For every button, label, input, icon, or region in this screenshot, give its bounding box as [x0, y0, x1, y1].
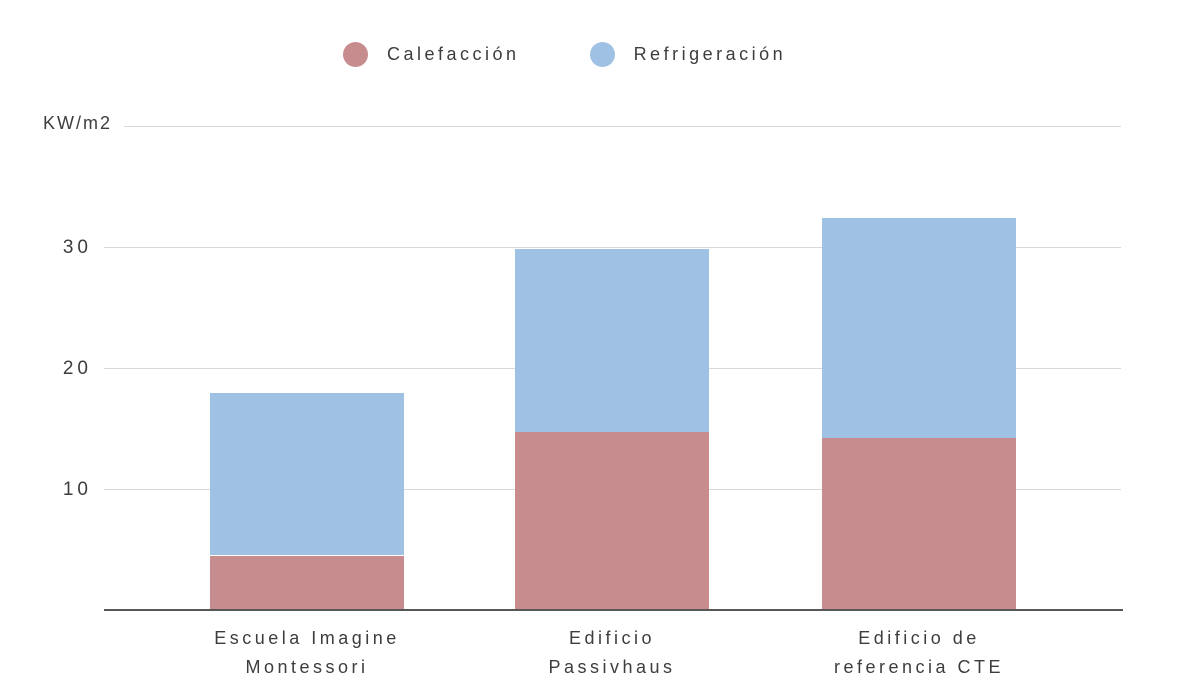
legend-label: Calefacción	[387, 44, 520, 64]
y-tick-label: 30	[62, 237, 92, 258]
bar-segment-refrigeracion	[515, 249, 709, 432]
x-category-label: Escuela Imagine Montessori	[147, 624, 467, 682]
gridline-40	[124, 126, 1121, 127]
bar-segment-refrigeracion	[822, 218, 1016, 438]
x-category-label-line: referencia CTE	[833, 657, 1005, 677]
bar-segment-calefaccion	[210, 556, 404, 610]
gridline-30	[104, 247, 1121, 248]
bar-segment-refrigeracion	[210, 393, 404, 555]
y-axis-unit-label: KW/m2	[43, 113, 113, 133]
x-axis-line	[104, 609, 1123, 611]
legend: Calefacción Refrigeración	[343, 42, 786, 67]
x-category-label: Edificio de referencia CTE	[759, 624, 1079, 682]
legend-item: Calefacción	[343, 42, 520, 67]
legend-label: Refrigeración	[633, 44, 787, 64]
x-category-label: Edificio Passivhaus	[452, 624, 772, 682]
y-tick-label: 10	[62, 479, 92, 500]
legend-swatch-icon	[343, 42, 368, 67]
y-tick-label: 20	[62, 358, 92, 379]
x-category-label-line: Passivhaus	[548, 657, 676, 677]
bar-segment-calefaccion	[822, 438, 1016, 610]
bar-segment-calefaccion	[515, 432, 709, 610]
legend-swatch-icon	[589, 42, 615, 67]
x-category-label-line: Escuela Imagine	[214, 628, 400, 648]
x-category-label-line: Edificio	[568, 628, 656, 648]
legend-item: Refrigeración	[589, 42, 787, 67]
x-category-label-line: Montessori	[245, 657, 369, 677]
x-category-label-line: Edificio de	[858, 628, 980, 648]
